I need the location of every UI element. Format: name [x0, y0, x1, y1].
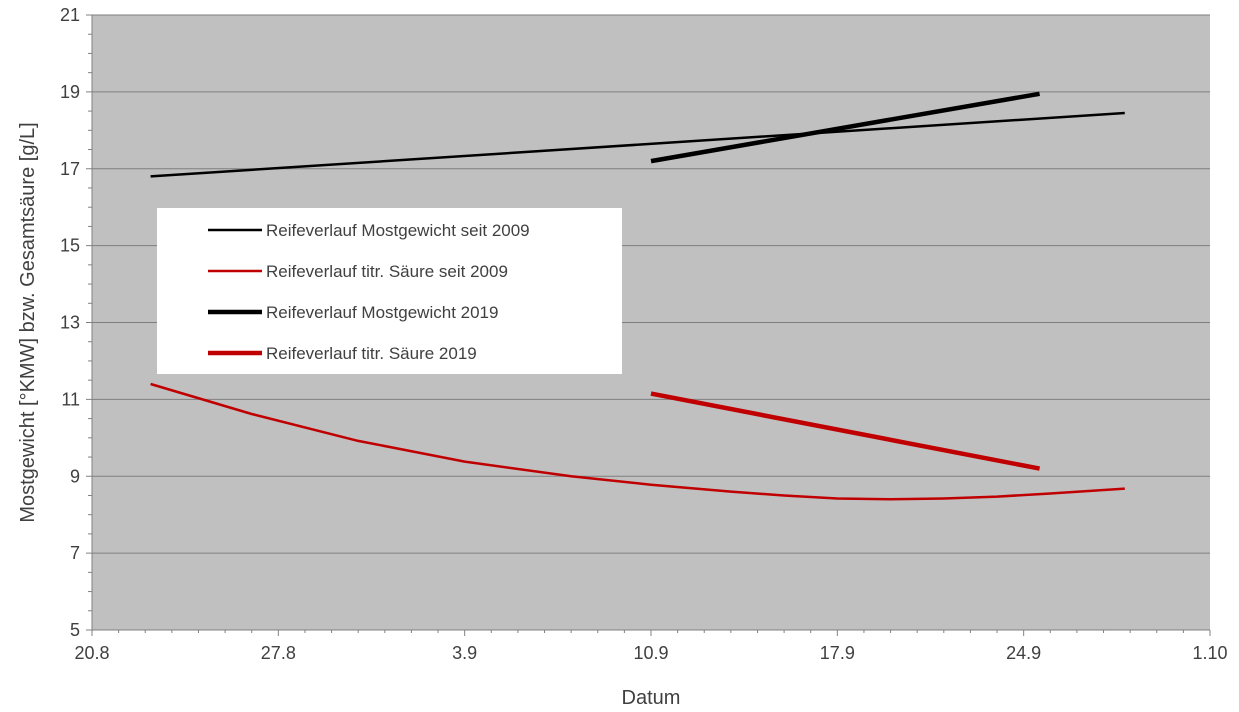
- x-tick-label: 1.10: [1192, 643, 1227, 663]
- y-tick-label: 17: [60, 159, 80, 179]
- series-line-1: [150, 111, 1125, 178]
- legend-label: Reifeverlauf titr. Säure 2019: [266, 344, 477, 363]
- legend-label: Reifeverlauf Mostgewicht 2019: [266, 303, 498, 322]
- x-tick-label: 3.9: [452, 643, 477, 663]
- x-tick-label: 17.9: [820, 643, 855, 663]
- axes: 5 7 9 11 13 15 17 19 21 20.8 27.8 3.9 10.9 17.9 24.9 1.…: [60, 5, 1228, 663]
- y-tick-label: 9: [70, 466, 80, 486]
- y-tick-label: 21: [60, 5, 80, 25]
- x-tick-label: 27.8: [261, 643, 296, 663]
- y-axis-title: Mostgewicht [°KMW] bzw. Gesamtsäure [g/L…: [17, 122, 39, 522]
- legend-label: Reifeverlauf Mostgewicht seit 2009: [266, 221, 530, 240]
- y-tick-label: 11: [61, 389, 80, 409]
- y-tick-label: 7: [70, 543, 80, 563]
- y-tick-label: 19: [60, 82, 80, 102]
- y-tick-label: 15: [60, 236, 80, 256]
- legend-label: Reifeverlauf titr. Säure seit 2009: [266, 262, 508, 281]
- series-line-2: [150, 382, 1125, 501]
- y-tick-label: 5: [70, 620, 80, 640]
- x-tick-label: 10.9: [633, 643, 668, 663]
- series-group: [150, 91, 1125, 501]
- x-axis-title: Datum: [622, 687, 681, 709]
- legend-box: [157, 208, 622, 374]
- series-line-4: [650, 391, 1041, 471]
- x-tick-label: 24.9: [1006, 643, 1041, 663]
- y-tick-label: 13: [60, 313, 80, 333]
- x-tick-label: 20.8: [74, 643, 109, 663]
- series-line-3: [650, 91, 1040, 164]
- legend: Reifeverlauf Mostgewicht seit 2009 Reifev…: [157, 208, 622, 374]
